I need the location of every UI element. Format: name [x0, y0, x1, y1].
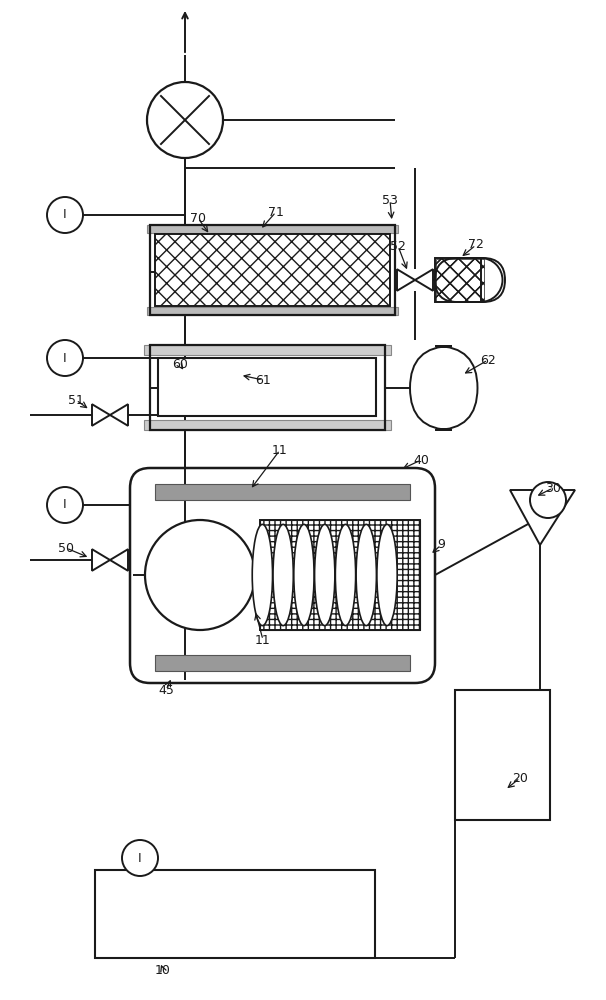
Text: 9: 9 — [437, 538, 445, 552]
Circle shape — [122, 840, 158, 876]
Text: I: I — [63, 352, 67, 364]
Text: 10: 10 — [155, 964, 171, 976]
Text: 40: 40 — [413, 454, 429, 466]
Ellipse shape — [294, 524, 314, 626]
Circle shape — [147, 82, 223, 158]
Text: 52: 52 — [390, 239, 406, 252]
Text: 72: 72 — [468, 238, 484, 251]
Bar — [147, 225, 398, 233]
Ellipse shape — [335, 524, 356, 626]
Circle shape — [530, 482, 566, 518]
Bar — [150, 225, 395, 315]
Text: I: I — [63, 209, 67, 222]
FancyBboxPatch shape — [130, 468, 435, 683]
Bar — [435, 258, 481, 302]
Text: 11: 11 — [255, 634, 271, 647]
Polygon shape — [110, 549, 128, 571]
Text: I: I — [63, 498, 67, 512]
Bar — [260, 520, 420, 630]
Bar — [155, 234, 390, 306]
Ellipse shape — [273, 524, 293, 626]
Bar — [455, 690, 550, 820]
Bar — [155, 484, 410, 500]
FancyBboxPatch shape — [410, 346, 478, 430]
Polygon shape — [92, 404, 110, 426]
Text: 70: 70 — [190, 212, 206, 225]
Text: 61: 61 — [255, 373, 271, 386]
Text: I: I — [138, 852, 142, 864]
Text: 51: 51 — [68, 393, 84, 406]
Circle shape — [47, 340, 83, 376]
Text: 50: 50 — [58, 542, 74, 554]
Text: 45: 45 — [158, 684, 174, 696]
Circle shape — [47, 197, 83, 233]
Text: 60: 60 — [172, 359, 188, 371]
Bar — [95, 870, 375, 958]
Text: 20: 20 — [512, 772, 528, 784]
Text: 30: 30 — [545, 482, 561, 494]
Bar — [260, 520, 420, 630]
Ellipse shape — [356, 524, 376, 626]
Polygon shape — [110, 404, 128, 426]
Polygon shape — [92, 549, 110, 571]
Polygon shape — [510, 490, 575, 545]
Bar — [144, 345, 391, 355]
Bar — [150, 345, 385, 430]
Polygon shape — [397, 269, 415, 291]
Bar — [436, 259, 484, 301]
Circle shape — [145, 520, 255, 630]
Circle shape — [47, 487, 83, 523]
Ellipse shape — [252, 524, 273, 626]
Bar — [155, 655, 410, 671]
Bar — [158, 358, 376, 416]
Bar — [144, 420, 391, 430]
Text: 71: 71 — [268, 206, 284, 219]
Ellipse shape — [377, 524, 397, 626]
Polygon shape — [415, 269, 433, 291]
Bar — [147, 307, 398, 315]
Text: 11: 11 — [272, 444, 288, 456]
Text: 53: 53 — [382, 194, 398, 207]
Text: 62: 62 — [480, 354, 496, 366]
Ellipse shape — [315, 524, 335, 626]
